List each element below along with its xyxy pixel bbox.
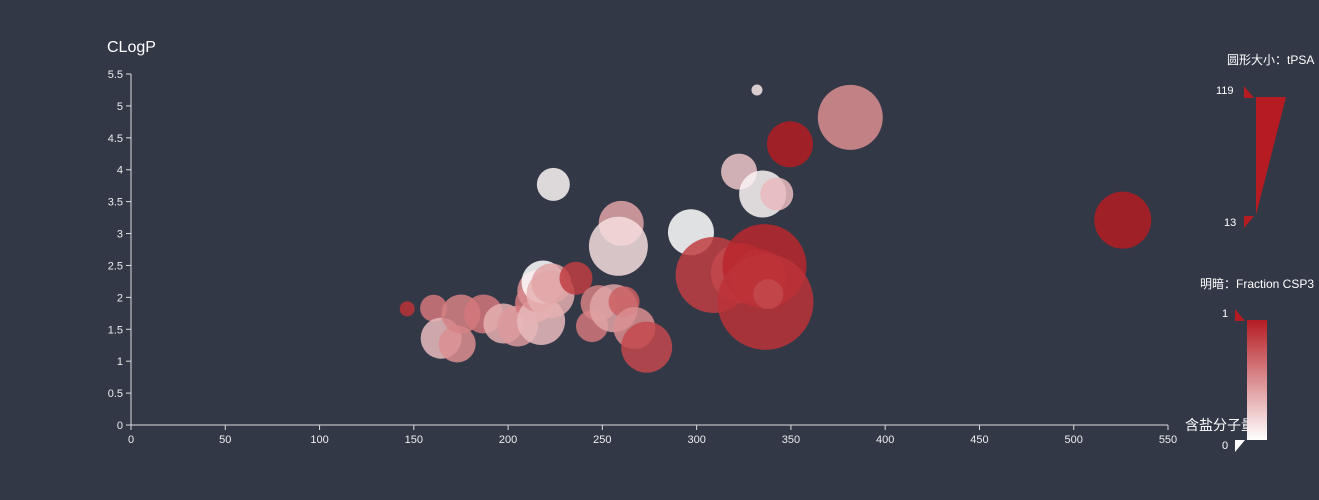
- y-tick-label: 5: [117, 101, 123, 113]
- y-tick-label: 1.5: [108, 324, 123, 336]
- bubble-point[interactable]: [559, 261, 593, 295]
- y-tick-label: 4: [117, 165, 123, 177]
- color-visual-map-max-label: 1: [1222, 308, 1228, 320]
- x-tick-label: 450: [970, 434, 988, 446]
- x-tick-label: 150: [405, 434, 423, 446]
- legend-label[interactable]: 含盐分子量: [1185, 417, 1255, 433]
- x-tick-label: 0: [128, 434, 134, 446]
- bubble-point[interactable]: [621, 321, 673, 373]
- bubble-point[interactable]: [817, 84, 883, 150]
- bubble-point[interactable]: [1094, 191, 1152, 249]
- x-tick-label: 200: [499, 434, 517, 446]
- x-tick-label: 250: [593, 434, 611, 446]
- x-tick-label: 300: [687, 434, 705, 446]
- color-visual-map[interactable]: 明暗：Fraction CSP3 1 0: [1200, 276, 1314, 452]
- y-axis-title: CLogP: [107, 39, 156, 56]
- axes: 0 50 100 150 200 250 300 350 400 450 500 550 0 0.5 1 1.…: [108, 69, 1177, 446]
- bubble-series: [399, 84, 1152, 373]
- color-visual-map-bottom-handle[interactable]: [1235, 440, 1245, 452]
- color-visual-map-title: 明暗：Fraction CSP3: [1200, 276, 1314, 291]
- size-visual-map-bar: [1256, 97, 1286, 215]
- y-tick-label: 3: [117, 229, 123, 241]
- size-visual-map-min-label: 13: [1224, 217, 1236, 229]
- bubble-point[interactable]: [536, 167, 570, 201]
- y-tick-label: 2.5: [108, 260, 123, 272]
- bubble-point[interactable]: [438, 325, 476, 363]
- color-visual-map-min-label: 0: [1222, 440, 1228, 452]
- y-tick-label: 0.5: [108, 388, 123, 400]
- color-visual-map-top-handle[interactable]: [1235, 309, 1245, 321]
- y-tick-label: 3.5: [108, 197, 123, 209]
- size-visual-map-bottom-handle[interactable]: [1244, 216, 1254, 228]
- bubble-point[interactable]: [766, 121, 813, 168]
- bubble-point[interactable]: [399, 301, 415, 317]
- size-visual-map[interactable]: 圆形大小：tPSA 119 13: [1216, 53, 1314, 229]
- size-visual-map-max-label: 119: [1216, 85, 1234, 97]
- bubble-point[interactable]: [753, 279, 784, 310]
- x-tick-label: 100: [310, 434, 328, 446]
- bubble-point[interactable]: [588, 216, 648, 276]
- color-visual-map-bar: [1247, 320, 1267, 440]
- size-visual-map-top-handle[interactable]: [1244, 86, 1254, 98]
- y-tick-label: 5.5: [108, 69, 123, 81]
- x-tick-label: 400: [876, 434, 894, 446]
- y-tick-label: 4.5: [108, 133, 123, 145]
- x-tick-label: 50: [219, 434, 231, 446]
- x-tick-label: 550: [1159, 434, 1177, 446]
- bubble-point[interactable]: [760, 177, 794, 211]
- x-tick-label: 350: [782, 434, 800, 446]
- size-visual-map-title: 圆形大小：tPSA: [1227, 53, 1314, 67]
- bubble-point[interactable]: [751, 84, 763, 96]
- y-tick-label: 0: [117, 420, 123, 432]
- y-tick-label: 2: [117, 292, 123, 304]
- x-tick-label: 500: [1065, 434, 1083, 446]
- bubble-point[interactable]: [420, 294, 448, 322]
- y-tick-label: 1: [117, 356, 123, 368]
